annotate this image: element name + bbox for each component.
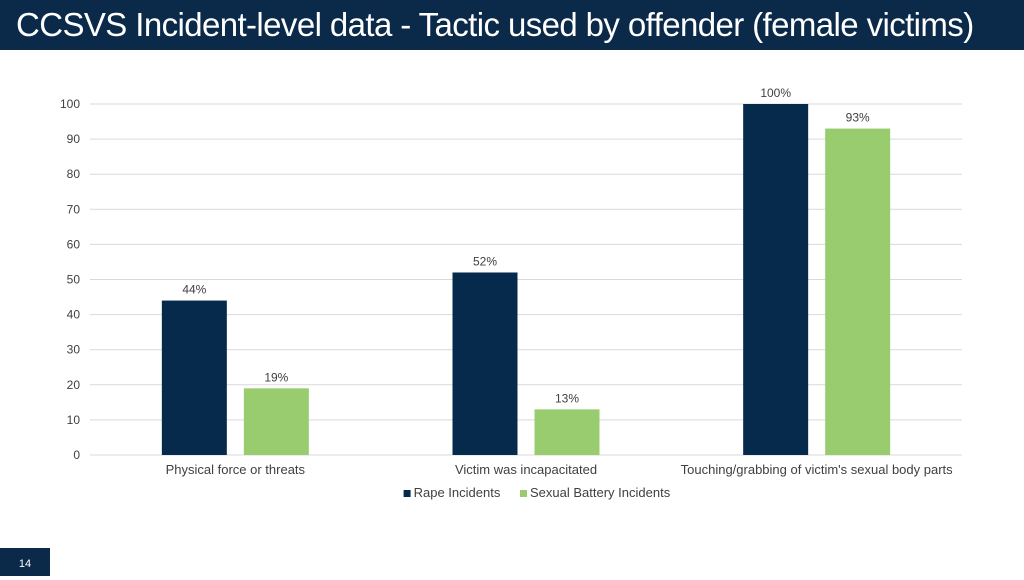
page-number-box: 14 [0,548,50,576]
y-tick-label: 60 [67,237,81,251]
y-tick-label: 80 [67,167,81,181]
data-label: 93% [846,111,870,125]
y-tick-label: 10 [67,413,81,427]
bar-sexual-battery [534,409,600,455]
legend-swatch [520,490,527,497]
y-tick-label: 40 [67,308,81,322]
data-label: 52% [473,254,497,268]
title-bar: CCSVS Incident-level data - Tactic used … [0,0,1024,50]
legend-label: Rape Incidents [414,485,501,500]
y-tick-label: 50 [67,273,81,287]
y-tick-label: 70 [67,202,81,216]
bar-chart: 0 10 20 30 40 50 60 70 80 90 100 44% 19% Physical for… [60,86,962,500]
data-label: 13% [555,391,579,405]
bar-rape [452,272,518,455]
bar-rape [743,104,809,455]
y-tick-label: 0 [73,448,80,462]
y-tick-label: 30 [67,343,81,357]
legend-swatch [403,490,411,497]
x-category-label: Victim was incapacitated [455,462,597,477]
bar-rape [161,300,227,455]
data-label: 44% [182,283,206,297]
y-tick-label: 90 [67,132,81,146]
y-tick-label: 100 [60,97,80,111]
y-tick-label: 20 [67,378,81,392]
x-category-label: Physical force or threats [166,462,306,477]
data-label: 19% [264,370,288,384]
slide-title: CCSVS Incident-level data - Tactic used … [16,6,974,43]
page-number: 14 [18,558,32,570]
data-label: 100% [760,86,791,100]
legend-label: Sexual Battery Incidents [530,485,671,500]
chart-area: 0 10 20 30 40 50 60 70 80 90 100 44% 19% Physical for… [0,50,1024,530]
bar-sexual-battery [243,388,309,455]
x-category-label: Touching/grabbing of victim's sexual bod… [681,462,954,477]
bar-sexual-battery [825,128,891,455]
